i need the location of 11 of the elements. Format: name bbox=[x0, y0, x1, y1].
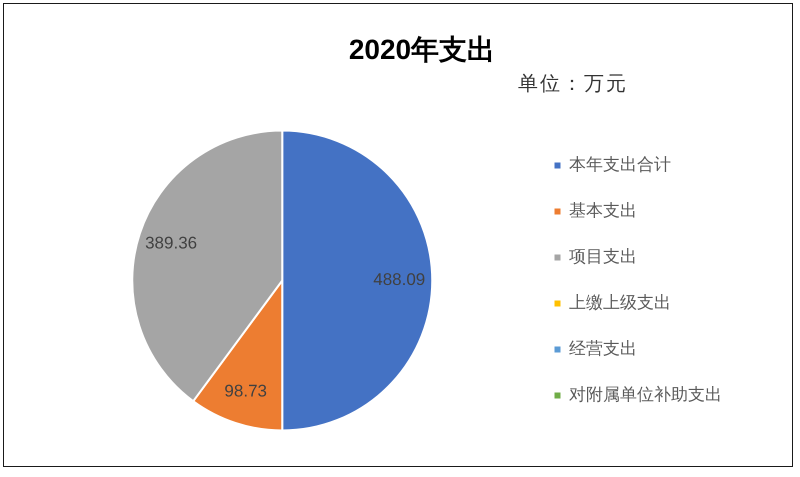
chart-title: 2020年支出 bbox=[348, 33, 496, 67]
legend-label: 经营支出 bbox=[569, 339, 637, 358]
data-label: 98.73 bbox=[224, 381, 267, 400]
legend-label: 上缴上级支出 bbox=[569, 293, 671, 312]
legend-label: 基本支出 bbox=[569, 201, 637, 220]
legend-label: 项目支出 bbox=[569, 247, 637, 266]
chart-subtitle: 单位：万元 bbox=[518, 72, 628, 97]
legend-label: 本年支出合计 bbox=[569, 155, 671, 174]
legend-label: 对附属单位补助支出 bbox=[569, 385, 722, 404]
data-label: 389.36 bbox=[145, 234, 198, 253]
data-label: 488.09 bbox=[373, 270, 426, 290]
